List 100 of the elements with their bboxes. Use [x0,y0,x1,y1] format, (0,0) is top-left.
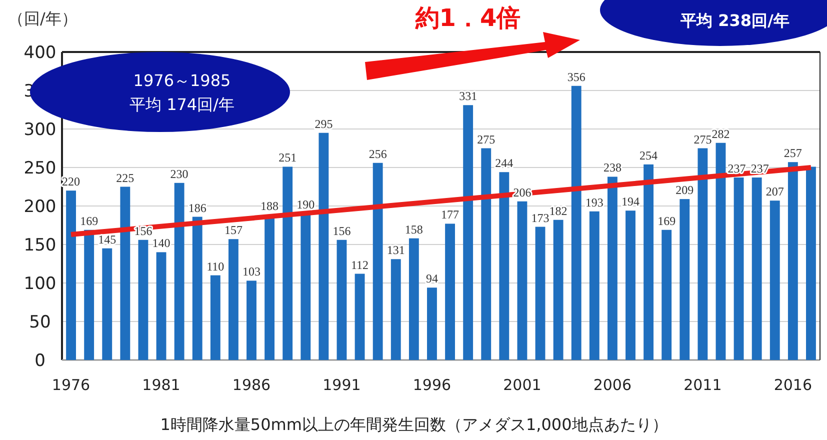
bar [607,176,618,360]
data-label: 207 [766,184,784,199]
bar [336,240,347,360]
data-label: 140 [152,236,170,250]
y-tick-label: 200 [24,197,56,217]
bar [571,86,582,360]
data-label: 230 [170,166,188,181]
bar [644,164,654,360]
bar [788,162,798,360]
bar [463,105,474,360]
data-label: 157 [224,223,242,238]
data-label: 295 [314,116,333,131]
data-label: 275 [694,132,712,146]
bar [102,248,112,360]
data-label: 190 [296,198,315,212]
x-tick-label: 2006 [593,376,632,394]
y-tick-label: 150 [24,236,56,256]
data-label: 257 [784,146,802,160]
data-label: 194 [622,194,640,209]
data-label: 238 [603,160,622,175]
data-label: 156 [332,224,351,238]
data-label: 131 [386,243,405,258]
x-tick-label: 1976 [52,376,90,394]
bar [300,214,311,360]
text: 平均 238回/年 [680,11,790,30]
data-label: 188 [260,199,279,214]
data-label: 112 [351,258,369,272]
bar [228,239,238,360]
data-label: 282 [712,126,730,141]
bar [156,252,166,360]
annotation: 平均 174回/年 [129,95,235,114]
bar [806,166,816,360]
bar [174,182,184,360]
x-tick-label: 1986 [232,376,271,394]
bar [517,201,528,360]
bar [589,211,600,360]
data-label: 169 [80,214,98,228]
bar [734,178,744,360]
data-label: 356 [567,70,586,84]
data-label: 186 [188,200,206,215]
x-tick-label: 1991 [322,376,361,394]
bar [698,148,708,360]
x-tick-label: 1981 [142,376,180,394]
x-tick-label: 2011 [684,376,722,394]
bar [354,274,365,360]
y-tick-label: 50 [29,312,51,332]
data-label: 251 [278,150,297,165]
data-label: 331 [459,89,478,104]
bar [752,178,762,360]
data-label: 169 [658,214,676,228]
bar [716,142,726,360]
bar [481,148,492,360]
text: 約1．4倍 [414,4,521,32]
bar [535,226,546,360]
y-tick-label: 250 [24,158,56,178]
data-label: 182 [549,204,568,218]
x-tick-label: 2016 [774,376,812,394]
bar [662,230,672,360]
annotation: 1976～1985 [133,71,231,90]
bar [680,199,690,360]
y-tick-label: 100 [24,274,56,294]
data-label: 103 [242,264,260,279]
y-tick-label: 300 [24,120,56,140]
x-axis-title: 1時間降水量50mm以上の年間発生回数（アメダス1,000地点あたり） [160,415,668,434]
data-label: 173 [531,210,550,225]
bar [318,132,329,360]
bar [66,190,76,360]
data-label: 145 [98,232,116,246]
bar [499,172,510,360]
bar [553,220,564,360]
y-axis-title: （回/年） [8,9,78,28]
bar [246,280,256,360]
x-tick-label: 1996 [412,376,452,394]
data-label: 158 [404,222,423,236]
bar [210,275,220,360]
data-label: 209 [676,183,694,198]
bar [445,224,455,360]
bar [408,238,419,360]
bar [138,240,148,360]
bar [120,186,130,360]
x-tick-label: 2001 [503,376,542,394]
data-label: 94 [426,272,438,286]
bar [282,166,293,360]
bar [84,230,94,360]
y-tick-label: 0 [34,351,46,371]
bar [372,162,383,360]
data-label: 177 [441,208,460,222]
data-label: 225 [116,170,134,185]
data-label: 256 [368,146,387,161]
data-label: 275 [477,132,496,146]
data-label: 237 [728,162,746,176]
bar [770,200,780,360]
y-tick-label: 400 [24,43,56,63]
bar [192,216,202,360]
bar [390,259,401,360]
data-label: 110 [206,259,224,274]
bar [427,288,437,360]
data-label: 193 [585,195,604,210]
bar [626,210,636,360]
data-label: 254 [640,148,658,162]
